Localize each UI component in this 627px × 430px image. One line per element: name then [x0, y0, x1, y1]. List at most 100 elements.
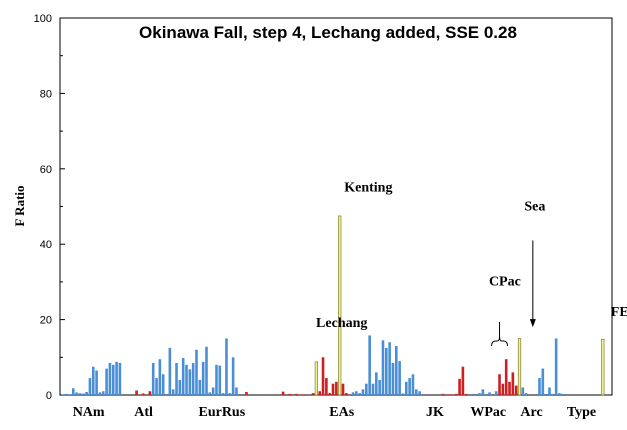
- bar: [554, 338, 558, 395]
- bar: [388, 342, 391, 395]
- bar: [195, 349, 198, 395]
- y-tick-label: 20: [40, 315, 52, 327]
- bar: [358, 393, 361, 395]
- bar: [314, 361, 318, 396]
- bar: [494, 391, 498, 395]
- bar: [148, 391, 152, 395]
- bar: [418, 391, 421, 395]
- bar: [335, 381, 338, 395]
- bar: [205, 346, 208, 395]
- bar: [404, 381, 408, 395]
- bar: [185, 364, 188, 395]
- group-label: Type: [567, 405, 596, 420]
- bar: [541, 368, 545, 395]
- bar: [391, 362, 395, 395]
- bar: [521, 387, 525, 395]
- bar: [338, 215, 342, 396]
- bars: [62, 215, 605, 396]
- bar: [228, 393, 232, 395]
- group-label: NAm: [73, 405, 105, 420]
- bar: [478, 393, 481, 395]
- bar: [198, 379, 202, 395]
- bar: [235, 387, 238, 395]
- bar: [208, 392, 212, 395]
- bar: [245, 391, 248, 395]
- bar: [141, 393, 145, 395]
- bar: [218, 365, 222, 395]
- bar: [345, 393, 348, 395]
- cpac-brace: [491, 335, 508, 347]
- bar: [355, 391, 358, 395]
- bar: [514, 385, 518, 395]
- group-label: Arc: [520, 405, 542, 420]
- bar: [75, 392, 78, 395]
- bar: [331, 383, 335, 395]
- overlays: [491, 240, 536, 347]
- bar: [98, 392, 102, 395]
- bar: [175, 362, 178, 395]
- bar: [371, 383, 375, 395]
- bar: [288, 393, 292, 395]
- bar: [301, 394, 305, 395]
- bar: [318, 391, 322, 395]
- bar: [411, 374, 415, 395]
- bar: [501, 383, 505, 395]
- bar: [551, 393, 555, 395]
- y-axis-ticks: 0 20 40 60 80 100: [34, 13, 65, 402]
- bar: [361, 389, 365, 395]
- bar: [115, 361, 118, 395]
- bar: [511, 372, 515, 395]
- annotation-label: Lechang: [316, 316, 367, 331]
- bar: [385, 347, 388, 396]
- group-label: EurRus: [198, 405, 245, 420]
- y-tick-label: 0: [46, 390, 52, 402]
- bar: [458, 378, 461, 395]
- bar: [231, 357, 235, 395]
- bar: [498, 374, 501, 395]
- bar: [151, 362, 155, 395]
- bar: [295, 393, 298, 395]
- bar: [381, 340, 385, 395]
- bar: [118, 362, 122, 395]
- y-axis-label: F Ratio: [12, 185, 27, 226]
- chart-title: Okinawa Fall, step 4, Lechang added, SSE…: [139, 23, 517, 42]
- bar: [95, 370, 98, 395]
- group-label: EAs: [329, 405, 354, 420]
- bar: [368, 335, 371, 395]
- bar: [365, 383, 368, 395]
- bar: [524, 393, 528, 395]
- bar: [401, 393, 405, 395]
- bar: [211, 387, 215, 395]
- bar: [561, 393, 565, 395]
- bar: [108, 362, 112, 395]
- bar: [78, 393, 82, 395]
- bar: [398, 361, 401, 395]
- bar: [68, 394, 72, 395]
- sea-arrow-head: [529, 319, 536, 328]
- y-tick-label: 40: [40, 239, 52, 251]
- bar: [201, 361, 205, 395]
- bar: [471, 393, 475, 395]
- bar: [481, 389, 485, 395]
- bar: [225, 338, 228, 395]
- bar: [91, 366, 95, 395]
- bar: [135, 390, 138, 395]
- bar: [178, 379, 182, 395]
- bar: [191, 362, 195, 395]
- group-label: WPac: [470, 405, 506, 420]
- annotation-label: CPac: [489, 275, 521, 290]
- annotation-label: Sea: [524, 199, 545, 214]
- bar: [71, 388, 75, 395]
- bar: [158, 359, 162, 395]
- y-tick-label: 100: [34, 13, 52, 25]
- bar: [281, 391, 285, 395]
- group-label: Atl: [134, 405, 153, 420]
- bar: [328, 393, 331, 395]
- bar: [181, 358, 185, 395]
- bar: [548, 387, 551, 395]
- bar: [517, 338, 522, 396]
- bar: [375, 372, 378, 395]
- bar: [378, 379, 381, 395]
- bar: [161, 374, 165, 395]
- bar: [414, 389, 418, 395]
